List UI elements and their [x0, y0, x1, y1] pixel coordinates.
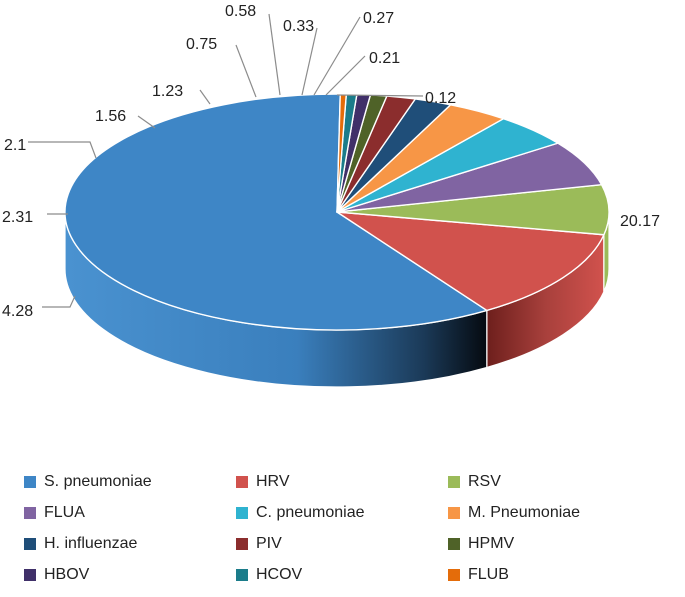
legend-swatch: [236, 476, 248, 488]
label-leaders: [28, 13, 424, 308]
legend-swatch: [24, 569, 36, 581]
legend-item-h-influenzae: H. influenzae: [18, 532, 230, 556]
legend-swatch: [236, 538, 248, 550]
legend-label: HCOV: [256, 566, 303, 583]
data-label-m-pneumoniae: 1.23: [152, 83, 183, 100]
legend-item-hcov: HCOV: [230, 563, 442, 587]
legend: S. pneumoniae HRV RSV FLUA C. pneumoniae M. P…: [18, 470, 678, 587]
legend-swatch: [236, 507, 248, 519]
legend-swatch: [24, 507, 36, 519]
leader-flub: [336, 94, 424, 97]
legend-label: S. pneumoniae: [44, 473, 152, 490]
slice-flub: [336, 93, 348, 213]
legend-swatch: [236, 569, 248, 581]
leader-hbov: [313, 16, 361, 96]
slice-hrv: [336, 211, 605, 312]
legend-label: HPMV: [468, 535, 515, 552]
leader-hrv: [42, 295, 76, 308]
slice-rsv: [336, 183, 610, 236]
legend-swatch: [448, 476, 460, 488]
data-label-hbov: 0.27: [363, 10, 394, 27]
legend-item-m-pneumoniae: M. Pneumoniae: [442, 501, 672, 525]
slice-s-pneumoniae: [64, 93, 488, 331]
legend-swatch: [24, 476, 36, 488]
leader-hcov: [325, 55, 366, 96]
legend-item-hbov: HBOV: [18, 563, 230, 587]
leader-m-pneumoniae: [199, 89, 211, 105]
data-label-flua: 2.1: [4, 137, 26, 154]
data-label-hpmv: 0.33: [283, 18, 314, 35]
legend-label: FLUB: [468, 566, 509, 583]
legend-label: HRV: [256, 473, 290, 490]
leader-h-influenzae: [235, 44, 257, 98]
legend-label: FLUA: [44, 504, 85, 521]
legend-label: HBOV: [44, 566, 90, 583]
legend-swatch: [24, 538, 36, 550]
legend-item-c-pneumoniae: C. pneumoniae: [230, 501, 442, 525]
pie-slices: [64, 93, 610, 331]
legend-item-flub: FLUB: [442, 563, 672, 587]
legend-label: C. pneumoniae: [256, 504, 365, 521]
data-labels: 20.17 4.28 2.31 2.1 1.56 1.23 0.75 0.58 0.33 0.27…: [2, 3, 660, 320]
leader-flua: [28, 141, 97, 159]
legend-swatch: [448, 569, 460, 581]
data-label-h-influenzae: 0.75: [186, 36, 217, 53]
legend-item-piv: PIV: [230, 532, 442, 556]
legend-label: M. Pneumoniae: [468, 504, 581, 521]
legend-label: H. influenzae: [44, 535, 138, 552]
leader-c-pneumoniae: [137, 115, 156, 129]
legend-label: PIV: [256, 535, 282, 552]
data-label-hcov: 0.21: [369, 50, 400, 67]
legend-label: RSV: [468, 473, 501, 490]
data-label-c-pneumoniae: 1.56: [95, 108, 126, 125]
leader-piv: [268, 13, 281, 96]
pie-chart: 20.17 4.28 2.31 2.1 1.56 1.23 0.75 0.58 0.33 0.27…: [2, 3, 660, 388]
data-label-flub: 0.12: [425, 90, 456, 107]
legend-item-hpmv: HPMV: [442, 532, 672, 556]
data-label-rsv: 2.31: [2, 209, 33, 226]
legend-item-hrv: HRV: [230, 470, 442, 494]
legend-item-flua: FLUA: [18, 501, 230, 525]
data-label-s-pneumoniae: 20.17: [620, 213, 660, 230]
leader-hpmv: [301, 27, 318, 96]
data-label-hrv: 4.28: [2, 303, 33, 320]
legend-swatch: [448, 538, 460, 550]
legend-item-s-pneumoniae: S. pneumoniae: [18, 470, 230, 494]
legend-item-rsv: RSV: [442, 470, 672, 494]
data-label-piv: 0.58: [225, 3, 256, 20]
legend-swatch: [448, 507, 460, 519]
